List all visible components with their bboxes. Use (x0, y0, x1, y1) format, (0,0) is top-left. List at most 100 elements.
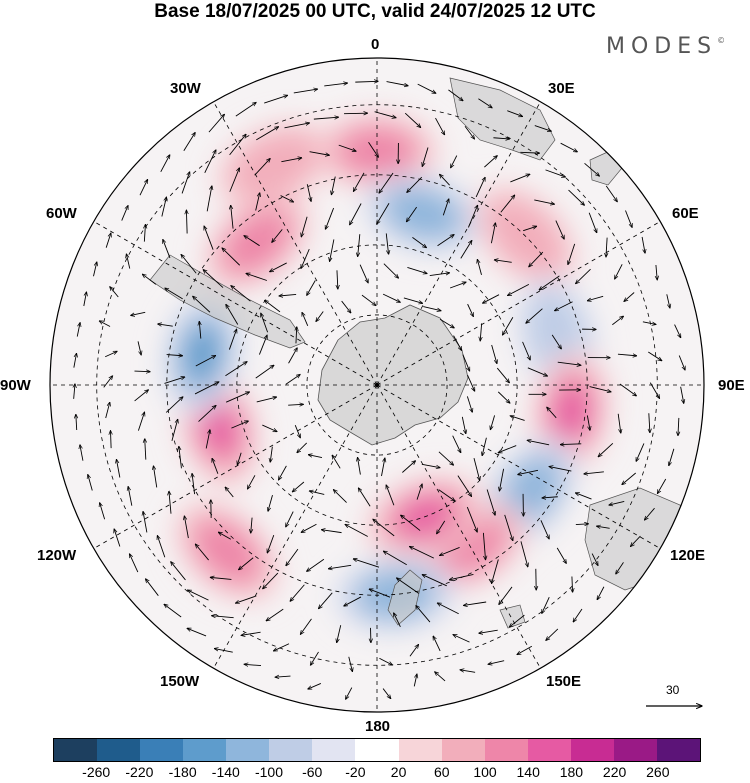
wind-arrow (76, 323, 80, 337)
wind-arrow (293, 89, 318, 94)
colorbar-label: 20 (390, 764, 407, 780)
meridian-line (93, 384, 378, 549)
wind-arrow (273, 643, 290, 651)
wind-arrow (383, 551, 407, 566)
wind-arrow (164, 377, 184, 384)
wind-arrow (584, 163, 600, 176)
wind-arrow (319, 592, 333, 609)
wind-arrow (625, 210, 632, 227)
wind-arrow (131, 311, 146, 315)
colorbar-swatch (226, 739, 270, 761)
lon-label-90e: 90E (718, 377, 745, 394)
wind-arrow (453, 335, 462, 351)
wind-arrow (619, 383, 637, 396)
meridian-line (376, 101, 541, 386)
wind-arrow (255, 193, 260, 211)
wind-arrow (272, 229, 283, 242)
meridian-line (376, 384, 661, 549)
wind-arrow (449, 573, 474, 579)
wind-vectors (74, 81, 685, 699)
wind-arrow (74, 384, 75, 399)
wind-arrow (464, 601, 487, 605)
colorbar-swatch (97, 739, 141, 761)
wind-arrow (527, 367, 548, 376)
wind-arrow (337, 270, 338, 289)
wind-arrow (555, 220, 564, 240)
wind-arrow (145, 439, 146, 460)
wind-arrow (121, 206, 128, 221)
wind-arrow (555, 301, 573, 311)
wind-arrow (316, 311, 324, 321)
latitude-circle (236, 244, 518, 526)
wind-arrow (416, 606, 431, 623)
wind-arrow (523, 226, 536, 232)
wind-arrow (482, 532, 485, 560)
modes-logo: MODES© (606, 34, 725, 59)
wind-arrow (142, 274, 157, 285)
wind-arrow (490, 415, 496, 429)
wind-arrow (194, 382, 219, 395)
wind-arrow (526, 308, 543, 324)
colorbar-label: -180 (168, 764, 197, 780)
wind-arrow (105, 402, 110, 419)
wind-arrow (181, 254, 197, 274)
wind-arrow (307, 280, 316, 295)
wind-arrow (300, 618, 312, 634)
wind-arrow (584, 471, 604, 474)
wind-arrow (350, 203, 362, 225)
wind-arrow (429, 273, 450, 277)
wind-arrow (641, 236, 645, 253)
wind-arrow (358, 457, 361, 475)
wind-arrow (309, 491, 325, 495)
wind-arrow (229, 134, 246, 156)
wind-arrow (413, 674, 417, 687)
wind-arrow (126, 254, 131, 269)
lon-label-30w: 30W (170, 80, 201, 97)
wind-arrow (407, 176, 423, 192)
wind-arrow (204, 226, 214, 250)
wind-arrow (212, 616, 234, 618)
wind-arrow (576, 268, 591, 283)
wind-arrow (160, 155, 170, 173)
wind-arrow (144, 224, 145, 242)
wind-arrow (165, 288, 183, 300)
wind-arrow (309, 151, 330, 156)
wind-arrow (171, 419, 178, 441)
lon-label-60w: 60W (46, 205, 77, 222)
africa (449, 77, 556, 161)
wind-arrow (187, 628, 207, 637)
wind-arrow (337, 625, 342, 642)
wind-arrow (534, 199, 554, 204)
meridian-line (93, 221, 378, 386)
wind-arrow (341, 300, 351, 313)
wind-arrow (338, 144, 356, 151)
wind-arrow (587, 295, 604, 300)
wind-arrow (479, 629, 498, 633)
wind-arrow (477, 259, 482, 275)
wind-arrow (169, 491, 172, 514)
wind-arrow (198, 405, 216, 422)
wind-arrow (275, 676, 291, 677)
wind-arrow (386, 81, 409, 86)
wind-arrow (225, 362, 247, 377)
wind-arrow (568, 189, 585, 205)
wind-arrow (484, 156, 497, 168)
wind-arrow (226, 304, 239, 325)
wind-arrow (294, 425, 300, 438)
wind-arrow (409, 644, 419, 657)
wind-arrow (560, 142, 578, 152)
wind-arrow (529, 251, 544, 267)
wind-arrow (247, 475, 256, 489)
wind-arrow (297, 442, 308, 453)
wind-arrow (549, 467, 572, 472)
wind-arrow (483, 294, 500, 304)
wind-arrow (442, 199, 449, 216)
wind-arrow (383, 263, 399, 278)
wind-arrow (551, 334, 561, 349)
lon-label-150e: 150E (546, 673, 582, 690)
wind-arrow (464, 126, 474, 139)
wind-arrow (466, 396, 472, 412)
wind-arrow (609, 500, 625, 505)
wind-arrow (617, 354, 637, 356)
wind-arrow (261, 313, 269, 333)
